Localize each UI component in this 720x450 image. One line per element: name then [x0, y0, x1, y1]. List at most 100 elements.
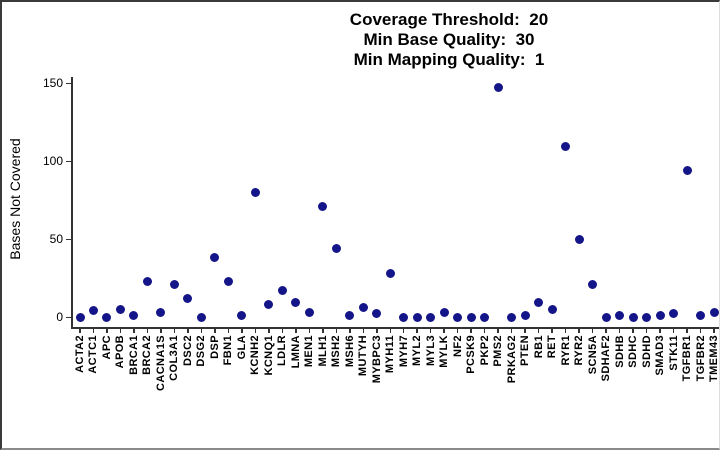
- gene-label-dsg2: DSG2: [195, 335, 208, 367]
- gene-label-mutyh: MUTYH: [357, 335, 370, 377]
- data-point-mlh1: [318, 201, 328, 211]
- x-tick-mark: [551, 328, 553, 333]
- x-tick-mark: [214, 328, 216, 333]
- gene-label-sdhb: SDHB: [613, 335, 626, 368]
- x-tick-mark: [349, 328, 351, 333]
- x-tick-mark: [241, 328, 243, 333]
- data-point-sdhc: [628, 312, 638, 322]
- data-point-pcsk9: [466, 312, 476, 322]
- gene-label-men1: MEN1: [303, 335, 316, 368]
- data-point-actc1: [88, 306, 98, 316]
- data-point-tgfbr2: [696, 310, 705, 320]
- x-tick-mark: [322, 328, 324, 333]
- gene-label-dsc2: DSC2: [181, 335, 194, 366]
- x-tick-mark: [92, 328, 95, 333]
- x-tick-mark: [591, 328, 594, 333]
- data-point-sdhaf2: [601, 312, 611, 322]
- data-point-col3a1: [169, 279, 179, 289]
- x-tick-mark: [713, 328, 715, 333]
- data-point-msh2: [331, 243, 341, 253]
- data-point-dsc2: [183, 293, 193, 303]
- x-tick-mark: [524, 328, 526, 333]
- x-tick-mark: [456, 328, 459, 333]
- x-tick-mark: [308, 328, 311, 333]
- gene-label-msh2: MSH2: [330, 335, 343, 368]
- x-tick-mark: [443, 328, 445, 333]
- data-point-tmem43: [709, 307, 719, 317]
- x-tick-mark: [200, 328, 203, 333]
- x-tick-mark: [146, 328, 149, 333]
- y-tick-mark: [66, 316, 71, 318]
- y-tick-label: 0: [56, 310, 63, 324]
- gene-label-pms2: PMS2: [492, 335, 505, 367]
- gene-label-pten: PTEN: [519, 335, 532, 366]
- data-point-apc: [102, 312, 112, 322]
- gene-label-ryr2: RYR2: [573, 335, 586, 366]
- gene-label-pkp2: PKP2: [478, 335, 491, 366]
- gene-label-prkag2: PRKAG2: [505, 335, 518, 384]
- x-tick-mark: [389, 328, 391, 333]
- data-point-ryr1: [561, 142, 571, 152]
- x-tick-mark: [362, 328, 365, 333]
- gene-label-cacna1s: CACNA1S: [154, 335, 167, 391]
- x-tick-mark: [173, 328, 176, 333]
- data-point-brca2: [142, 276, 152, 286]
- x-tick-mark: [537, 328, 540, 333]
- title-min-mapping-quality: Min Mapping Quality: 1: [353, 50, 545, 69]
- y-axis-line: [71, 77, 73, 328]
- x-tick-mark: [376, 328, 378, 333]
- x-tick-mark: [470, 328, 472, 333]
- data-point-men1: [304, 307, 314, 317]
- plot-title: Coverage Threshold: 20 Min Base Quality:…: [182, 10, 716, 70]
- data-point-dsg2: [196, 312, 206, 322]
- data-point-acta2: [75, 312, 85, 322]
- data-point-pkp2: [480, 312, 490, 322]
- x-tick-mark: [79, 328, 81, 333]
- data-point-brca1: [129, 310, 139, 320]
- data-point-smad3: [655, 310, 665, 320]
- x-tick-mark: [227, 328, 230, 333]
- gene-label-smad3: SMAD3: [654, 335, 667, 376]
- title-coverage-threshold: Coverage Threshold: 20: [349, 10, 549, 29]
- x-tick-mark: [645, 328, 648, 333]
- data-point-pten: [520, 310, 530, 320]
- data-point-kcnq1: [264, 300, 274, 310]
- x-tick-mark: [672, 328, 675, 333]
- x-tick-mark: [686, 328, 688, 333]
- gene-label-col3a1: COL3A1: [168, 335, 181, 381]
- data-point-kcnh2: [250, 187, 260, 197]
- gene-label-mylk: MYLK: [438, 335, 451, 368]
- gene-label-myl3: MYL3: [424, 335, 437, 366]
- gene-label-ret: RET: [546, 335, 559, 359]
- gene-label-scn5a: SCN5A: [586, 335, 599, 375]
- gene-label-ryr1: RYR1: [559, 335, 572, 366]
- gene-label-tmem43: TMEM43: [708, 335, 720, 383]
- x-tick-mark: [605, 328, 607, 333]
- data-point-lmna: [291, 298, 301, 308]
- gene-label-apc: APC: [100, 335, 113, 360]
- data-point-pms2: [493, 83, 503, 93]
- gene-label-stk11: STK11: [667, 335, 680, 371]
- x-tick-mark: [106, 328, 108, 333]
- data-point-myl3: [426, 312, 436, 322]
- gene-label-sdhc: SDHC: [627, 335, 640, 368]
- gene-label-brca1: BRCA1: [127, 335, 140, 375]
- data-point-fbn1: [223, 276, 233, 286]
- data-point-ret: [547, 304, 557, 314]
- data-point-tgfbr1: [682, 165, 692, 175]
- data-point-stk11: [669, 309, 679, 319]
- data-point-nf2: [453, 312, 463, 322]
- gene-label-dsp: DSP: [208, 335, 221, 359]
- gene-label-sdhaf2: SDHAF2: [600, 335, 613, 382]
- x-tick-mark: [295, 328, 297, 333]
- x-tick-mark: [497, 328, 499, 333]
- x-tick-mark: [483, 328, 486, 333]
- gene-label-fbn1: FBN1: [222, 335, 235, 366]
- gene-label-gla: GLA: [235, 335, 248, 360]
- data-point-dsp: [210, 253, 220, 263]
- data-point-mylk: [439, 307, 449, 317]
- gene-label-actc1: ACTC1: [87, 335, 100, 374]
- x-tick-mark: [699, 328, 702, 333]
- y-tick-label: 100: [42, 154, 63, 168]
- gene-label-tgfbr2: TGFBR2: [694, 335, 707, 382]
